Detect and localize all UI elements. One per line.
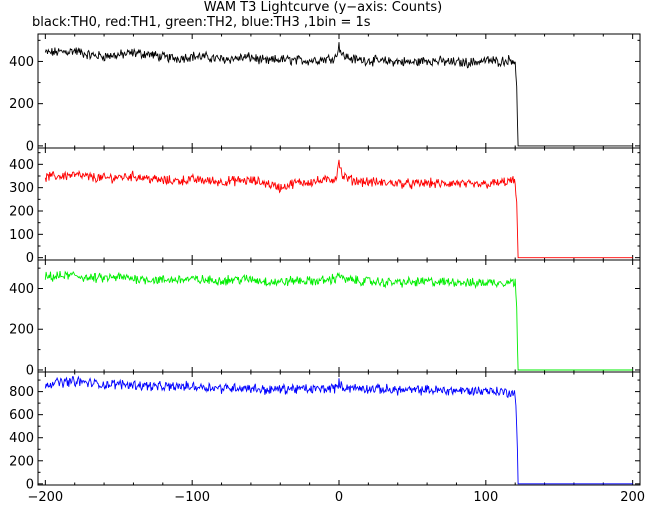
y-tick-label: 400 bbox=[9, 55, 34, 70]
y-tick-label: 0 bbox=[26, 139, 34, 154]
y-tick-label: 800 bbox=[9, 385, 34, 400]
series-line-3 bbox=[44, 375, 633, 485]
series-line-2 bbox=[44, 270, 633, 371]
y-tick-label: 0 bbox=[26, 363, 34, 378]
chart-title: WAM T3 Lightcurve (y−axis: Counts) bbox=[203, 0, 443, 15]
panel-1: 0 100 200 300 400 bbox=[9, 147, 641, 266]
panel-frame bbox=[37, 371, 641, 486]
x-tick-label: 0 bbox=[335, 490, 343, 505]
y-tick-label: 400 bbox=[9, 158, 34, 173]
y-tick-label: 400 bbox=[9, 282, 34, 297]
panel-2: 0 200 400 bbox=[9, 259, 641, 378]
y-tick-label: 200 bbox=[9, 323, 34, 338]
chart-subtitle: black:TH0, red:TH1, green:TH2, blue:TH3 … bbox=[32, 15, 371, 30]
y-tick-label: 300 bbox=[9, 181, 34, 196]
y-tick-label: 0 bbox=[26, 251, 34, 266]
y-tick-label: 0 bbox=[26, 477, 34, 492]
y-tick-label: 400 bbox=[9, 431, 34, 446]
x-tick-label: 200 bbox=[620, 490, 645, 505]
panel-3: 0 200 400 600 800 −200 −100 0 100 200 bbox=[9, 371, 645, 505]
y-tick-label: 200 bbox=[9, 454, 34, 469]
series-line-0 bbox=[44, 42, 633, 147]
y-tick-label: 100 bbox=[9, 228, 34, 243]
y-tick-label: 200 bbox=[9, 97, 34, 112]
y-tick-label: 200 bbox=[9, 205, 34, 220]
x-tick-label: −100 bbox=[174, 490, 210, 505]
x-tick-label: −200 bbox=[27, 490, 63, 505]
x-tick-label: 100 bbox=[473, 490, 498, 505]
panel-0: 0 200 400 bbox=[9, 33, 641, 154]
series-line-1 bbox=[44, 159, 633, 259]
y-tick-label: 600 bbox=[9, 408, 34, 423]
